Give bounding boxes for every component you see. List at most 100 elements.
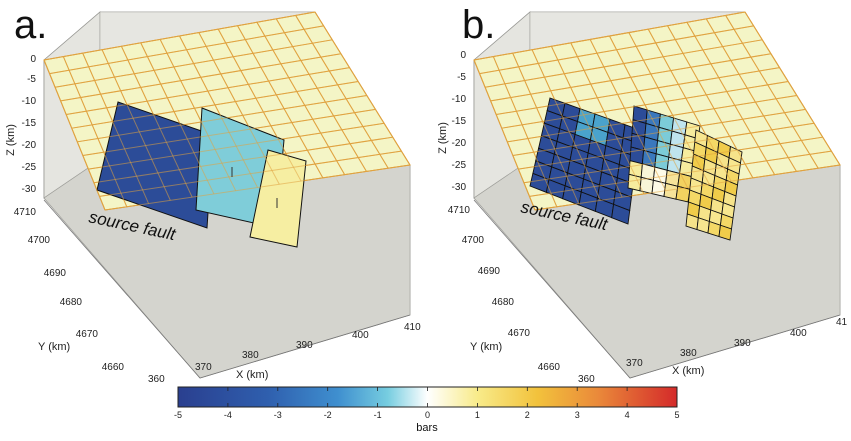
receiver-fault-right	[249, 149, 307, 248]
fault-patch	[611, 203, 631, 225]
grid-line	[501, 81, 789, 129]
x-tick: 370	[195, 362, 212, 373]
grid-line	[99, 150, 402, 197]
z-axis-label: Z (km)	[5, 124, 17, 156]
y-tick: 4710	[14, 207, 37, 218]
y-tick: 4690	[44, 268, 67, 279]
grid-line	[512, 52, 580, 204]
z-tick: -10	[22, 96, 37, 107]
grid-line	[512, 108, 806, 156]
fault-patch	[627, 173, 642, 192]
x-axis-label: X (km)	[672, 365, 704, 377]
grid-line	[217, 28, 302, 182]
z-tick: -10	[452, 94, 467, 105]
y-axis-label: Y (km)	[38, 341, 70, 353]
grid-line	[93, 136, 393, 184]
y-tick: 4710	[448, 205, 471, 216]
grid-line	[529, 150, 832, 197]
z-tick: 0	[460, 50, 466, 61]
grid-line	[647, 28, 732, 182]
grid-line	[589, 39, 667, 191]
grid-line	[507, 94, 797, 143]
y-tick: 4680	[60, 297, 83, 308]
grid-line	[256, 22, 346, 175]
grid-line	[523, 136, 823, 184]
grid-line	[314, 11, 411, 166]
z-tick: -25	[22, 162, 37, 173]
grid-line	[43, 59, 106, 211]
grid-line	[295, 15, 389, 169]
colorbar-tick-label: 4	[625, 410, 630, 420]
x-tick: 380	[242, 350, 259, 361]
grid-line	[101, 49, 171, 201]
x-axis-line	[199, 314, 411, 379]
grid-line	[88, 122, 385, 170]
grid-line	[77, 94, 367, 143]
colorbar-tick-label: 3	[575, 410, 580, 420]
grid-line	[62, 56, 128, 207]
z-axis: 0 -5 -10 -15 -20 -25 -30 Z (km)	[5, 54, 36, 195]
source-fault-plane	[96, 101, 214, 229]
grid-line	[473, 11, 746, 61]
grid-line	[534, 164, 841, 211]
grid-line	[518, 122, 815, 170]
z-tick: -25	[452, 160, 467, 171]
colorbar-tick-label: -5	[174, 410, 182, 420]
y-tick: 4670	[76, 329, 99, 340]
grid-line	[550, 46, 623, 198]
colorbar-tick-label: -4	[224, 410, 232, 420]
grid-line	[82, 52, 150, 204]
grid-line	[237, 25, 324, 179]
colorbar-unit-label: bars	[416, 422, 438, 434]
x-tick: 390	[734, 338, 751, 349]
grid-line	[275, 18, 367, 172]
panel-b: b. source fault 0 -5 -10 -15 -20 -25 -30…	[437, 3, 848, 385]
z-tick: -15	[22, 118, 37, 129]
colorbar: -5 -4 -3 -2 -1 0 1 2 3 4 5 bars	[174, 386, 680, 434]
grid-line	[705, 18, 797, 172]
grid-line	[120, 46, 193, 198]
z-tick: -20	[22, 140, 37, 151]
grid-line	[55, 39, 333, 88]
x-axis: 360 370 380 390 400 410 X (km)	[148, 314, 421, 385]
x-axis-label: X (km)	[236, 369, 268, 381]
colorbar-tick-label: -2	[324, 410, 332, 420]
y-axis: 4710 4700 4690 4680 4670 4660 Y (km)	[448, 199, 631, 379]
surface-grid-overlay	[43, 11, 411, 211]
y-tick: 4680	[492, 297, 515, 308]
grid-line	[667, 25, 754, 179]
colorbar-tick-label: 0	[425, 410, 430, 420]
x-axis: 360 370 380 390 400 41 X (km)	[578, 314, 848, 385]
z-axis: 0 -5 -10 -15 -20 -25 -30 Z (km)	[437, 50, 466, 193]
stress-patch-faults	[529, 97, 743, 241]
y-tick: 4690	[478, 266, 501, 277]
grid-line	[104, 164, 411, 211]
y-tick: 4660	[538, 362, 561, 373]
y-axis-line	[473, 199, 631, 379]
grid-line	[531, 49, 601, 201]
y-axis-label: Y (km)	[470, 341, 502, 353]
grid-line	[71, 81, 359, 129]
grid-line	[570, 42, 645, 195]
grid-line	[159, 39, 237, 191]
z-tick: -5	[27, 74, 36, 85]
panel-a: a. source fault 0 -5 -10 -15 -20 -25 -30…	[5, 3, 421, 385]
grid-line	[140, 42, 215, 195]
fault-patch	[663, 182, 679, 200]
grid-line	[66, 67, 350, 116]
x-tick: 370	[626, 358, 643, 369]
x-tick: 360	[148, 374, 165, 385]
x-tick: 410	[404, 322, 421, 333]
y-tick: 4700	[462, 235, 485, 246]
grid-line	[490, 53, 771, 102]
grid-line	[485, 39, 763, 88]
y-tick: 4670	[508, 328, 531, 339]
grid-line	[628, 32, 710, 185]
x-tick: 400	[352, 330, 369, 341]
z-tick: 0	[30, 54, 36, 65]
grid-line	[744, 11, 841, 166]
grid-line	[43, 11, 316, 61]
grid-line	[49, 25, 324, 75]
y-tick: 4700	[28, 235, 51, 246]
grid-line	[473, 59, 536, 211]
